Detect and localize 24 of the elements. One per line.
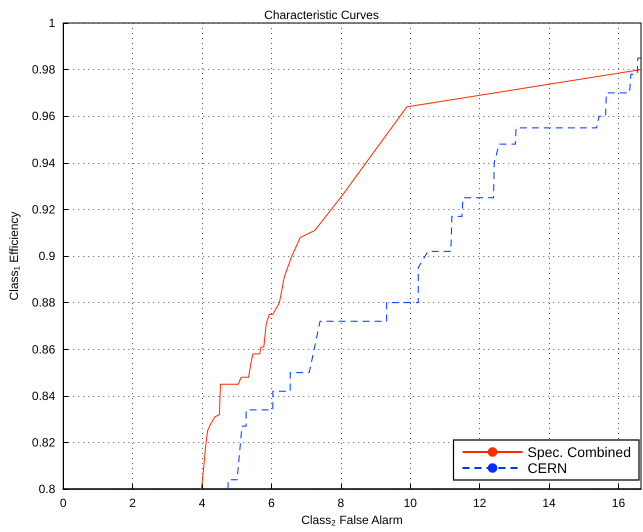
y-tick-label: 0.82	[32, 435, 56, 450]
y-tick-label: 0.94	[32, 156, 56, 170]
y-tick-label: 0.8	[38, 482, 56, 496]
chart-title: Characteristic Curves	[264, 8, 379, 22]
x-tick-label: 4	[198, 496, 206, 510]
y-tick-label: 0.96	[32, 109, 56, 124]
x-tick-label: 10	[404, 496, 418, 510]
x-tick-label: 6	[268, 496, 276, 510]
y-tick-label: 1	[48, 16, 56, 30]
y-tick-label: 0.84	[32, 388, 56, 403]
legend-label: Spec. Combined	[527, 444, 632, 460]
x-tick-label: 16	[612, 496, 626, 510]
legend-label: CERN	[527, 460, 568, 476]
y-tick-label: 0.86	[32, 342, 56, 356]
y-tick-label: 0.98	[32, 62, 56, 77]
x-tick-label: 12	[472, 496, 487, 510]
y-tick-label: 0.88	[32, 296, 56, 310]
y-tick-label: 0.9	[38, 249, 56, 264]
x-tick-label: 0	[60, 496, 67, 510]
x-tick-label: 8	[338, 496, 345, 510]
x-tick-label: 14	[542, 496, 556, 510]
y-tick-label: 0.92	[32, 202, 56, 216]
x-tick-label: 2	[129, 496, 136, 510]
y-axis-title: Class1 Efficiency	[7, 212, 22, 301]
